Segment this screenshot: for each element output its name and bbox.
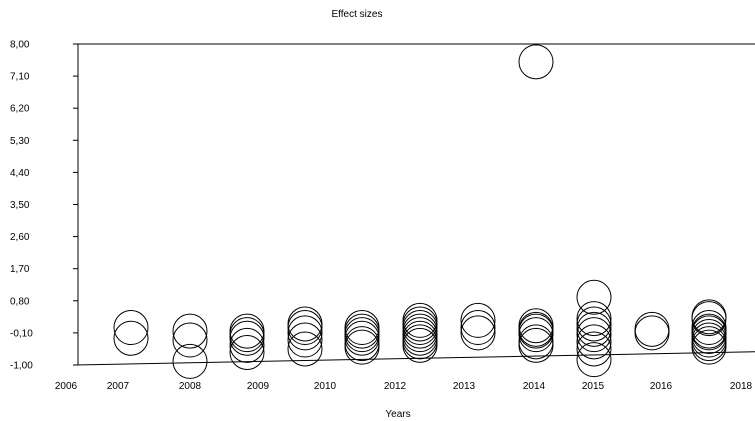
y-tick-label: 2,60 [10, 232, 30, 243]
x-tick-label: 2012 [384, 381, 407, 392]
y-tick-label: 1,70 [10, 264, 30, 275]
y-tick-label: -0,10 [10, 328, 33, 339]
data-point [460, 310, 496, 346]
data-point [229, 327, 265, 363]
x-tick-label: 2016 [650, 381, 673, 392]
data-point [229, 335, 265, 371]
data-point [576, 324, 612, 360]
data-point [229, 320, 265, 356]
y-tick-label: 4,40 [10, 168, 30, 179]
x-tick-label: 2018 [730, 381, 753, 392]
x-tick-label: 2009 [247, 381, 270, 392]
plot-area [74, 44, 755, 379]
data-point [576, 301, 612, 337]
data-point [344, 320, 380, 356]
data-point [576, 306, 612, 342]
data-point [460, 315, 496, 351]
y-tick-label: 6,20 [10, 104, 30, 115]
data-point [691, 299, 727, 335]
data-point [402, 324, 438, 360]
data-point [402, 302, 438, 338]
data-point [634, 315, 670, 351]
data-point [113, 310, 149, 346]
data-point [402, 313, 438, 349]
data-point [229, 313, 265, 349]
data-point [691, 329, 727, 365]
data-point [287, 322, 323, 358]
x-tick-label: 2013 [453, 381, 476, 392]
data-point [402, 310, 438, 346]
y-tick-label: 0,80 [10, 296, 30, 307]
data-point [518, 327, 554, 363]
data-point [691, 301, 727, 337]
data-point [402, 317, 438, 353]
x-tick-label: 2008 [179, 381, 202, 392]
x-tick-label: 2007 [107, 381, 130, 392]
y-tick-label: -1,00 [10, 361, 33, 372]
data-point [344, 310, 380, 346]
data-point [402, 306, 438, 342]
y-tick-label: 7,10 [10, 72, 30, 83]
data-point [287, 315, 323, 351]
data-point [518, 317, 554, 353]
data-point [172, 313, 208, 349]
y-tick-label: 3,50 [10, 200, 30, 211]
x-axis-label: Years [385, 409, 410, 420]
data-point [634, 311, 670, 347]
data-point [576, 311, 612, 347]
y-tick-label: 8,00 [10, 40, 30, 51]
x-tick-label: 2014 [523, 381, 546, 392]
x-tick-label: 2010 [314, 381, 337, 392]
data-point [287, 310, 323, 346]
data-point [344, 329, 380, 365]
chart-title: Effect sizes [332, 9, 383, 20]
y-axis: 8,00 7,10 6,20 5,30 4,40 3,50 2,60 1,70 0,80 -0,1… [10, 40, 755, 372]
y-tick-label: 5,30 [10, 136, 30, 147]
data-point [518, 44, 554, 80]
data-point [576, 331, 612, 367]
data-point [402, 320, 438, 356]
x-tick-label: 2006 [55, 381, 78, 392]
data-point [402, 327, 438, 363]
data-point [287, 306, 323, 342]
data-point [576, 342, 612, 378]
x-axis: 2006 2007 2008 2009 2010 2012 2013 2014 2015 2016… [55, 381, 753, 392]
data-point [113, 320, 149, 356]
data-point [287, 331, 323, 367]
data-point [460, 302, 496, 338]
data-point [172, 322, 208, 358]
data-point [576, 279, 612, 315]
data-point [576, 317, 612, 353]
data-point [172, 343, 208, 379]
data-point [229, 317, 265, 353]
x-tick-label: 2015 [582, 381, 605, 392]
